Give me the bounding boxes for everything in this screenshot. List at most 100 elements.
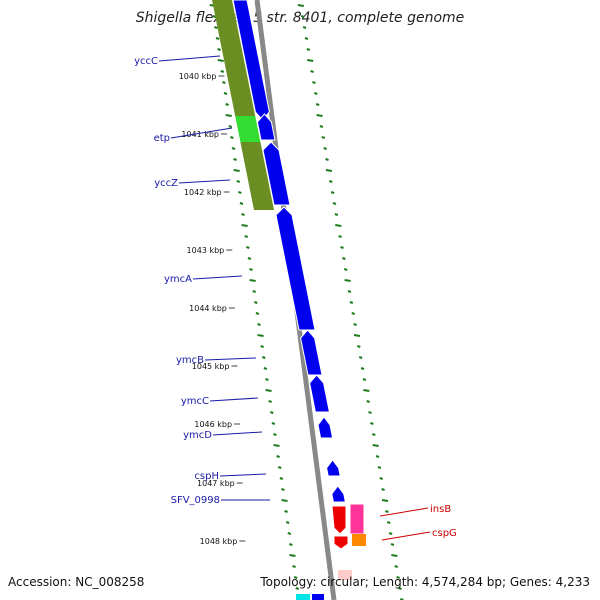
dotted-guide-rings bbox=[209, 4, 404, 600]
gene-label-forward[interactable]: yccZ bbox=[154, 178, 178, 189]
guide-dot bbox=[340, 246, 344, 249]
gene-leader-line bbox=[178, 179, 231, 184]
guide-dot bbox=[375, 455, 380, 458]
guide-dot bbox=[343, 268, 348, 271]
guide-dot bbox=[362, 378, 367, 381]
guide-dot bbox=[239, 202, 244, 205]
tick-label: 1044 kbp bbox=[189, 304, 227, 313]
guide-dot bbox=[342, 257, 346, 260]
tick-label: 1045 kbp bbox=[192, 362, 230, 371]
gene-label-forward[interactable]: ymcA bbox=[164, 274, 192, 285]
guide-dot bbox=[265, 389, 272, 392]
guide-dot bbox=[257, 334, 264, 337]
guide-dot bbox=[360, 367, 365, 370]
guide-dot bbox=[281, 499, 288, 502]
gene-label-forward[interactable]: ymcC bbox=[181, 396, 209, 407]
cds-arrow bbox=[300, 329, 323, 376]
guide-dot bbox=[260, 345, 264, 348]
gene-label-forward[interactable]: SFV_0998 bbox=[171, 495, 220, 506]
guide-dot bbox=[265, 378, 269, 381]
guide-dot bbox=[222, 81, 226, 84]
guide-dot bbox=[292, 565, 296, 568]
guide-dot bbox=[217, 59, 224, 62]
guide-dot bbox=[255, 312, 260, 315]
guide-dot bbox=[310, 70, 314, 73]
band-segment bbox=[240, 142, 274, 210]
functional-category-band bbox=[212, 0, 274, 210]
guide-dot bbox=[245, 246, 250, 249]
gene-label-forward[interactable]: yccC bbox=[134, 56, 158, 67]
gene-leader-line bbox=[379, 507, 429, 517]
guide-dot bbox=[257, 323, 261, 326]
guide-dot bbox=[377, 466, 382, 469]
guide-dot bbox=[261, 356, 266, 359]
map-title: Shigella flexneri 5 str. 8401, complete … bbox=[136, 10, 465, 26]
guide-dot bbox=[381, 488, 385, 491]
guide-dot bbox=[349, 301, 354, 304]
guide-dot bbox=[284, 510, 288, 513]
guide-dot bbox=[307, 59, 314, 62]
guide-dot bbox=[325, 169, 333, 172]
guide-dot bbox=[269, 411, 274, 414]
guide-dot bbox=[273, 444, 280, 447]
guide-dot bbox=[277, 466, 282, 469]
guide-dot bbox=[334, 213, 339, 216]
gene-leader-line bbox=[209, 397, 259, 402]
guide-dot bbox=[249, 268, 253, 271]
guide-dot bbox=[372, 444, 379, 447]
gene-label-forward[interactable]: ymcD bbox=[183, 430, 212, 441]
guide-dot bbox=[353, 323, 357, 326]
guide-dot bbox=[279, 477, 284, 480]
guide-dot bbox=[313, 92, 318, 95]
pink-feature-fragment bbox=[338, 570, 352, 580]
guide-dot bbox=[233, 158, 237, 161]
gene-leader-line bbox=[170, 127, 233, 139]
guide-dot bbox=[306, 48, 311, 51]
gene-label-forward[interactable]: etp bbox=[154, 133, 170, 144]
guide-dot bbox=[396, 576, 400, 579]
cds-fragment bbox=[296, 594, 310, 600]
gene-label-reverse[interactable]: cspG bbox=[432, 528, 457, 539]
cds-arrow bbox=[262, 141, 291, 206]
band-segment bbox=[235, 116, 261, 142]
guide-dot bbox=[225, 103, 229, 106]
guide-dot bbox=[330, 191, 335, 194]
guide-dot bbox=[358, 356, 363, 359]
guide-dot bbox=[363, 389, 370, 392]
guide-dot bbox=[281, 488, 285, 491]
guide-dot bbox=[276, 455, 280, 458]
guide-dot bbox=[223, 92, 228, 95]
gene-label-forward[interactable]: ymcB bbox=[176, 355, 204, 366]
guide-dot bbox=[233, 169, 240, 172]
position-ticks: 1040 kbp 1041 kbp 1042 kbp 1043 kbp 1044 kbp… bbox=[179, 72, 246, 546]
guide-dot bbox=[249, 279, 256, 282]
gene-label-forward[interactable]: cspH bbox=[194, 471, 219, 482]
accession-label: Accession: NC_008258 bbox=[8, 575, 144, 589]
guide-dot bbox=[231, 147, 236, 150]
tick-label: 1042 kbp bbox=[184, 188, 222, 197]
guide-dot bbox=[212, 15, 217, 18]
guide-dot bbox=[398, 587, 402, 590]
cds-arrow bbox=[331, 485, 347, 503]
guide-dot bbox=[289, 543, 293, 546]
tick-label: 1046 kbp bbox=[194, 420, 232, 429]
guide-dot bbox=[252, 290, 257, 293]
cds-arrow bbox=[275, 206, 316, 331]
guide-dot bbox=[215, 37, 220, 40]
gene-leader-line bbox=[158, 55, 221, 62]
guide-dot bbox=[344, 279, 351, 282]
guide-dot bbox=[214, 26, 218, 29]
guide-dot bbox=[388, 532, 393, 535]
guide-dot bbox=[285, 521, 290, 524]
tick-label: 1047 kbp bbox=[197, 479, 235, 488]
cds-arrow bbox=[326, 459, 341, 477]
tick-label: 1040 kbp bbox=[179, 72, 217, 81]
guide-dot bbox=[295, 587, 300, 590]
tick-label: 1041 kbp bbox=[181, 130, 219, 139]
guide-dot bbox=[238, 191, 242, 194]
guide-dot bbox=[379, 477, 384, 480]
gene-leader-line bbox=[381, 531, 431, 541]
gene-label-reverse[interactable]: insB bbox=[430, 504, 451, 515]
guide-dot bbox=[297, 4, 305, 7]
